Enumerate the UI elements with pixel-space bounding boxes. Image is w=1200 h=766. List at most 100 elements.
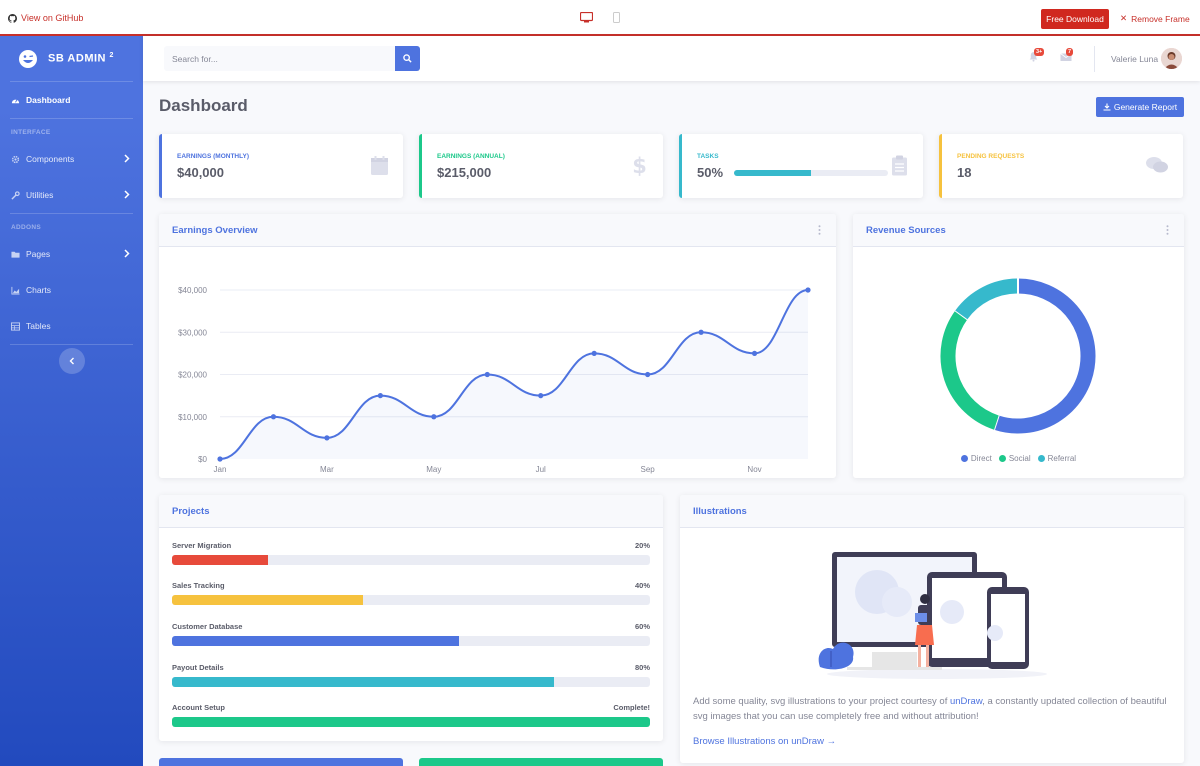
remove-frame-link[interactable]: ✕ Remove Frame bbox=[1120, 13, 1190, 24]
free-download-button[interactable]: Free Download bbox=[1041, 9, 1109, 29]
sidebar-item-charts[interactable]: Charts bbox=[0, 272, 143, 308]
github-label: View on GitHub bbox=[21, 13, 84, 23]
desktop-icon[interactable] bbox=[580, 12, 593, 23]
card-header: Projects bbox=[159, 495, 663, 528]
sidebar-item-utilities[interactable]: Utilities bbox=[0, 177, 143, 213]
project-progress-bar bbox=[172, 717, 650, 727]
user-name[interactable]: Valerie Luna bbox=[1111, 54, 1159, 64]
ellipsis-vertical-icon[interactable] bbox=[1166, 225, 1169, 235]
data-point[interactable] bbox=[538, 393, 544, 399]
bottom-card-success bbox=[419, 758, 663, 766]
calendar-icon bbox=[371, 156, 388, 175]
series-line bbox=[219, 289, 809, 460]
donut-slice-direct[interactable] bbox=[994, 278, 1096, 434]
topbar: 3+ 7 Valerie Luna bbox=[143, 36, 1200, 81]
undraw-illustration bbox=[818, 552, 1047, 679]
data-point[interactable] bbox=[324, 435, 330, 441]
clipboard-list-icon bbox=[892, 155, 907, 176]
donut-legend: Direct Social Referral bbox=[853, 454, 1184, 463]
revenue-sources-card: Revenue Sources Direct Social Referral bbox=[853, 214, 1184, 478]
stat-value: 50% bbox=[697, 165, 724, 180]
project-progress-fill bbox=[172, 555, 268, 565]
avatar[interactable] bbox=[1161, 48, 1182, 69]
dollar-sign-icon: $ bbox=[632, 155, 647, 176]
project-name: Server Migration bbox=[172, 541, 232, 550]
card-header: Revenue Sources bbox=[853, 214, 1184, 247]
card-title: Earnings Overview bbox=[172, 224, 258, 236]
data-point[interactable] bbox=[217, 456, 223, 462]
y-tick-label: $30,000 bbox=[178, 328, 207, 337]
project-item: Server Migration 20% bbox=[172, 541, 650, 565]
y-tick-label: $10,000 bbox=[178, 413, 207, 422]
data-point[interactable] bbox=[377, 393, 383, 399]
project-item: Payout Details 80% bbox=[172, 663, 650, 687]
chevron-right-icon bbox=[124, 249, 130, 258]
sidebar-label-tables: Tables bbox=[26, 321, 51, 331]
card-title: Revenue Sources bbox=[866, 224, 946, 236]
sidebar-label-charts: Charts bbox=[26, 285, 52, 295]
brand-link[interactable]: SB ADMIN 2 bbox=[0, 36, 143, 81]
search-input[interactable] bbox=[164, 46, 395, 71]
chevron-left-icon bbox=[69, 357, 74, 365]
user-avatar-icon bbox=[1161, 48, 1182, 69]
svg-text:$: $ bbox=[632, 155, 647, 176]
donut-slice-referral[interactable] bbox=[955, 278, 1019, 320]
alerts-dropdown[interactable]: 3+ bbox=[1028, 48, 1045, 64]
data-point[interactable] bbox=[751, 350, 758, 356]
sidebar-item-tables[interactable]: Tables bbox=[0, 308, 143, 344]
frame-bar: View on GitHub Free Download ✕ Remove Fr… bbox=[0, 0, 1200, 36]
sidebar-item-pages[interactable]: Pages bbox=[0, 236, 143, 272]
donut-slice-social[interactable] bbox=[940, 310, 999, 430]
illustrations-text: Add some quality, svg illustrations to y… bbox=[693, 696, 1167, 722]
project-value: Complete! bbox=[613, 703, 650, 712]
generate-report-button[interactable]: Generate Report bbox=[1096, 97, 1184, 117]
project-value: 20% bbox=[634, 541, 650, 550]
github-icon bbox=[8, 13, 17, 23]
project-item: Sales Tracking 40% bbox=[172, 581, 650, 605]
ellipsis-vertical-icon[interactable] bbox=[818, 225, 821, 235]
x-tick-label: May bbox=[426, 465, 441, 474]
x-tick-label: Jan bbox=[214, 465, 227, 474]
data-point[interactable] bbox=[698, 329, 704, 335]
data-point[interactable] bbox=[805, 287, 811, 293]
data-point[interactable] bbox=[270, 414, 277, 420]
mobile-icon[interactable] bbox=[613, 12, 620, 23]
illustrations-card: Illustrations Add some quality, svg illu… bbox=[680, 495, 1184, 763]
undraw-link[interactable]: unDraw bbox=[949, 696, 983, 707]
area-fill bbox=[220, 290, 808, 459]
data-point[interactable] bbox=[591, 350, 597, 356]
y-tick-label: $40,000 bbox=[178, 286, 207, 295]
wrench-icon bbox=[11, 190, 20, 200]
project-progress-fill bbox=[172, 636, 459, 646]
stat-card-earnings-annual: Earnings (Annual) $215,000 $ bbox=[419, 134, 663, 198]
chevron-right-icon bbox=[124, 154, 130, 163]
project-name: Sales Tracking bbox=[172, 581, 225, 590]
data-point[interactable] bbox=[431, 414, 437, 420]
y-tick-label: $0 bbox=[198, 455, 207, 464]
legend-item-referral: Referral bbox=[1037, 454, 1076, 463]
sidebar-toggle-button[interactable] bbox=[59, 348, 85, 374]
data-point[interactable] bbox=[645, 371, 651, 378]
data-point[interactable] bbox=[484, 371, 490, 378]
browse-illustrations-link[interactable]: Browse Illustrations on unDraw → bbox=[693, 736, 837, 747]
project-progress-bar bbox=[172, 677, 650, 687]
sidebar-item-components[interactable]: Components bbox=[0, 141, 143, 177]
tachometer-icon bbox=[11, 98, 20, 103]
card-title: Projects bbox=[172, 505, 210, 517]
sidebar-label-pages: Pages bbox=[26, 249, 51, 259]
legend-item-social: Social bbox=[998, 454, 1031, 463]
sidebar-label-dashboard: Dashboard bbox=[26, 95, 71, 105]
y-tick-label: $20,000 bbox=[178, 371, 207, 380]
sidebar-heading-interface: INTERFACE bbox=[11, 129, 51, 136]
brand-name: SB ADMIN 2 bbox=[48, 52, 114, 65]
messages-dropdown[interactable]: 7 bbox=[1060, 48, 1074, 64]
chart-area-icon bbox=[11, 286, 20, 295]
card-header: Illustrations bbox=[680, 495, 1184, 528]
legend-item-direct: Direct bbox=[960, 454, 992, 463]
search-button[interactable] bbox=[395, 46, 420, 71]
x-tick-label: Nov bbox=[747, 465, 761, 474]
github-link[interactable]: View on GitHub bbox=[8, 13, 83, 23]
project-item: Account Setup Complete! bbox=[172, 703, 650, 727]
remove-frame-label: Remove Frame bbox=[1131, 13, 1190, 24]
sidebar-item-dashboard[interactable]: Dashboard bbox=[0, 82, 143, 118]
